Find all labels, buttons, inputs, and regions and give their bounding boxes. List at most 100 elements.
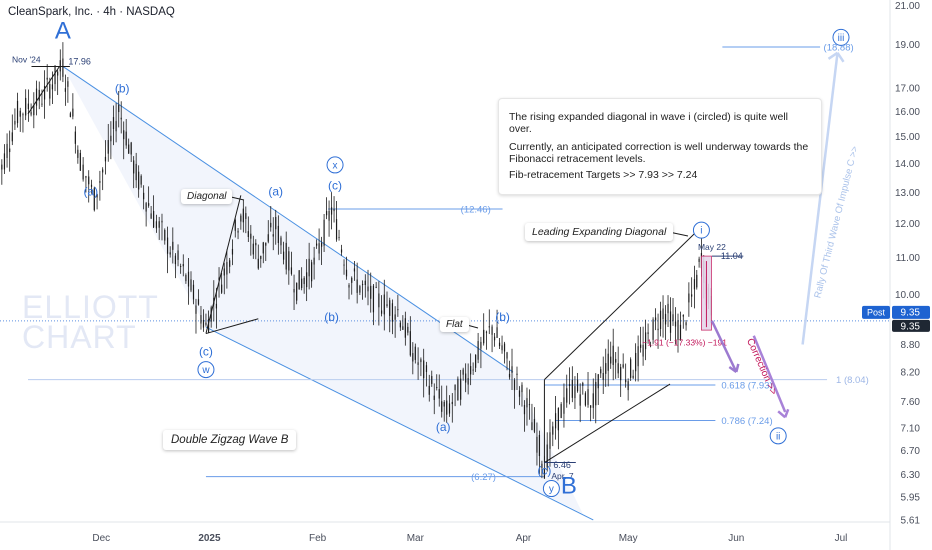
candle-body: [557, 407, 559, 431]
candle-body: [69, 113, 71, 117]
leading-diagonal-callout: Leading Expanding Diagonal: [525, 223, 674, 241]
candle-body: [536, 436, 538, 453]
y-tick-label-15: 6.70: [901, 446, 921, 457]
candle-body: [506, 352, 508, 359]
candle-body: [325, 211, 328, 216]
candle-body: [649, 345, 652, 347]
candle-body: [361, 284, 364, 286]
candle-body: [107, 140, 109, 154]
y-tick-label-14: 7.10: [901, 424, 921, 435]
level-label-4: (6.27): [471, 472, 496, 483]
candle-body: [33, 105, 35, 116]
candle-body: [576, 379, 579, 392]
candle-body: [417, 362, 419, 365]
candle-body: [457, 378, 459, 401]
candle-body: [54, 65, 56, 85]
candle-body: [9, 148, 11, 153]
candle-body: [533, 419, 536, 432]
candle-body: [378, 293, 380, 308]
candle-body: [657, 328, 659, 331]
candle-body: [465, 373, 467, 383]
candle-body: [669, 311, 672, 333]
candle-body: [43, 85, 46, 100]
candle-body: [265, 242, 267, 246]
candle-body: [67, 81, 69, 87]
date-label-0: Nov '24: [12, 54, 41, 64]
diagonal-upper-line: [205, 195, 242, 334]
note-line-2: Currently, an anticipated correction is …: [509, 141, 809, 165]
circled-label-4: ii: [776, 431, 780, 442]
candle-body: [72, 108, 74, 117]
y-axis-panel: [890, 0, 932, 550]
circled-label-ring-2: [542, 480, 560, 498]
candle-body: [135, 163, 137, 181]
candle-body: [566, 388, 568, 403]
candle-body: [229, 260, 231, 267]
candle-body: [592, 393, 594, 408]
wave-label-4: (a): [268, 184, 283, 198]
level-label-5: 1 (8.04): [836, 375, 869, 386]
wave-label-6: (b): [324, 310, 339, 324]
candle-body: [275, 216, 277, 230]
candle-body: [49, 83, 51, 99]
candle-body: [110, 135, 112, 142]
candle-body: [485, 331, 488, 333]
date-label-2: Apr. 7: [551, 471, 573, 481]
candle-body: [399, 322, 401, 328]
candle-body: [356, 279, 358, 293]
candle-body: [526, 398, 528, 408]
candle-body: [308, 258, 310, 277]
candle-body: [602, 373, 604, 380]
wave-label-2: (b): [115, 81, 130, 95]
candle-body: [64, 88, 66, 92]
candle-body: [541, 463, 543, 468]
candle-body: [277, 225, 279, 243]
candle-body: [409, 331, 411, 356]
candle-body: [491, 326, 493, 335]
candle-body: [617, 363, 619, 374]
candle-body: [150, 213, 152, 219]
measure-label: −1.91 (−17.33%) −191: [642, 337, 727, 347]
candle-body: [272, 234, 274, 237]
candle-body: [414, 346, 416, 360]
candle-body: [79, 152, 81, 171]
candle-body: [516, 373, 518, 375]
y-tick-label-12: 8.20: [901, 367, 921, 378]
diagonal-pointer: [230, 196, 245, 201]
candle-body: [318, 243, 320, 254]
wave-label-10: (c): [537, 464, 551, 478]
candle-body: [364, 280, 366, 286]
candle-body: [677, 320, 679, 340]
candle-body: [688, 293, 690, 303]
candle-body: [446, 400, 448, 415]
candle-body: [237, 230, 239, 233]
candle-body: [652, 319, 654, 340]
candle-body: [571, 379, 573, 398]
level-label-2: 0.618 (7.93): [721, 381, 772, 392]
candle-body: [174, 255, 177, 265]
diagonal-lower-line: [205, 318, 259, 335]
price-tag-bg-top: [892, 305, 930, 319]
note-line-1: The rising expanded diagonal in wave i (…: [509, 111, 788, 135]
y-tick-label-18: 5.61: [901, 515, 921, 526]
candle-body: [645, 332, 647, 350]
candle-body: [549, 432, 551, 449]
candle-body: [16, 100, 19, 124]
candle-body: [659, 310, 662, 330]
candle-body: [428, 385, 430, 395]
candle-body: [303, 277, 305, 285]
price-tag-label: 9.35: [901, 321, 921, 332]
circled-label-2: y: [549, 484, 554, 495]
candle-body: [696, 274, 698, 288]
candle-body: [523, 405, 526, 415]
flat-pointer: [466, 324, 479, 329]
price-label-0: 17.96: [68, 56, 91, 66]
candle-body: [282, 251, 285, 260]
candle-body: [85, 176, 87, 178]
x-tick-label-2: Feb: [309, 533, 327, 544]
flat-callout: Flat: [440, 317, 469, 332]
y-tick-label-13: 7.60: [901, 397, 921, 408]
candle-body: [503, 343, 506, 352]
candle-body: [328, 210, 330, 221]
